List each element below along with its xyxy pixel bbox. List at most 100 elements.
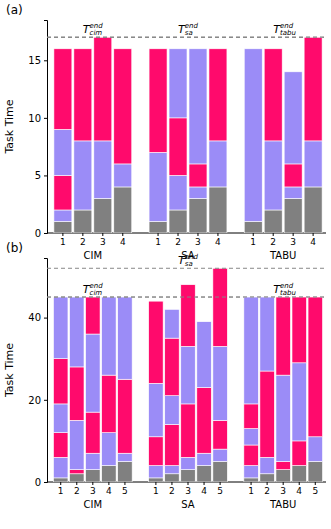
panel-label: (b) <box>6 241 23 255</box>
bar-segment <box>114 164 132 187</box>
x-tick-mark <box>60 482 61 485</box>
x-tick-label: 2 <box>270 237 276 247</box>
end-time-label: Tendcim <box>83 22 103 37</box>
x-tick: 1 <box>153 482 159 496</box>
x-axis: 1234 <box>60 233 126 247</box>
bar-segment <box>292 297 306 363</box>
bar-segment <box>165 338 179 396</box>
x-tick-label: 2 <box>169 486 175 496</box>
x-tick-mark <box>283 482 284 485</box>
x-tick-mark <box>62 233 63 236</box>
bar-segment <box>54 221 72 233</box>
bar-segment <box>94 37 112 141</box>
x-tick-label: 5 <box>312 486 318 496</box>
y-tick: 0 <box>35 477 47 488</box>
y-tick: 10 <box>28 113 47 124</box>
bar-segment <box>244 429 258 445</box>
bar-segment <box>54 210 72 222</box>
y-tick-mark <box>44 233 47 234</box>
bar-segment <box>149 49 167 153</box>
bar-segment <box>189 49 207 164</box>
x-tick-label: 4 <box>310 237 316 247</box>
bar-segment <box>165 466 179 474</box>
y-tick-label: 40 <box>28 312 41 323</box>
bar-segment <box>70 367 84 420</box>
bar-segment <box>102 375 116 433</box>
end-time-sub: tabu <box>280 29 296 37</box>
bar-segment <box>114 49 132 164</box>
y-axis-line <box>44 21 48 234</box>
x-tick-mark <box>158 233 159 236</box>
group-label: TABU <box>269 250 296 261</box>
x-tick-mark <box>124 482 125 485</box>
x-tick-label: 1 <box>153 486 159 496</box>
bar-segment <box>209 141 227 187</box>
bar-segment <box>54 404 68 433</box>
x-tick: 3 <box>195 233 201 247</box>
y-tick-label: 10 <box>28 113 41 124</box>
x-tick-mark <box>273 233 274 236</box>
x-tick-mark <box>178 233 179 236</box>
end-time-sub: tabu <box>280 289 296 297</box>
panel: (b)Task Time02040CIMTendcimSATendsaTABUT… <box>3 241 326 510</box>
x-tick-label: 1 <box>155 237 161 247</box>
bar-segment <box>244 478 258 482</box>
x-tick-label: 2 <box>175 237 181 247</box>
x-tick-mark <box>92 482 93 485</box>
bar-segment <box>54 478 68 482</box>
bar-segment <box>260 474 274 482</box>
x-tick: 5 <box>122 482 128 496</box>
x-tick: 2 <box>74 482 80 496</box>
bar-segment <box>213 449 227 461</box>
x-tick: 2 <box>270 233 276 247</box>
bar-segment <box>102 466 116 482</box>
bar-segment <box>86 297 100 334</box>
end-time-label: Tendtabu <box>273 282 296 297</box>
bar-segment <box>292 441 306 466</box>
end-time-label: Tendsa <box>178 253 198 268</box>
y-axis-line <box>44 259 48 483</box>
x-tick-label: 1 <box>58 486 64 496</box>
x-tick: 1 <box>248 482 254 496</box>
bar-segment <box>74 210 92 233</box>
bar-segment <box>70 470 84 474</box>
bar-segment <box>169 118 187 176</box>
bar-segment <box>189 198 207 233</box>
x-tick-mark <box>313 233 314 236</box>
bar-segment <box>169 210 187 233</box>
bar-segment <box>276 470 290 482</box>
bar-segment <box>264 49 282 141</box>
bar-segment <box>86 412 100 453</box>
bar-segment <box>149 301 163 383</box>
x-tick: 3 <box>280 482 286 496</box>
x-axis: 12345 <box>153 482 223 496</box>
bar-segment <box>284 198 302 233</box>
bar-segment <box>74 49 92 141</box>
end-time-sub: cim <box>90 29 103 37</box>
bar-segment <box>118 379 132 453</box>
bar-segment <box>149 437 163 466</box>
bar-segment <box>86 470 100 482</box>
bar-segment <box>102 433 116 466</box>
group-label: CIM <box>84 499 103 510</box>
bar-segment <box>181 346 195 404</box>
x-tick-label: 4 <box>296 486 302 496</box>
bar-segment <box>197 466 211 482</box>
x-tick-mark <box>76 482 77 485</box>
x-tick-label: 1 <box>250 237 256 247</box>
bar-segment <box>264 141 282 210</box>
x-tick-mark <box>267 482 268 485</box>
y-tick-mark <box>44 118 47 119</box>
bar-segment <box>149 478 163 482</box>
y-tick: 20 <box>28 394 47 405</box>
x-tick-label: 3 <box>90 486 96 496</box>
bar-segment <box>54 49 72 130</box>
x-axis: 1234 <box>250 233 316 247</box>
x-tick-label: 2 <box>80 237 86 247</box>
bar-segment <box>276 461 290 469</box>
bar-segment <box>169 49 187 118</box>
bar-segment <box>244 466 258 478</box>
bar-segment <box>308 297 322 437</box>
x-tick: 3 <box>100 233 106 247</box>
bar-segment <box>70 420 84 469</box>
